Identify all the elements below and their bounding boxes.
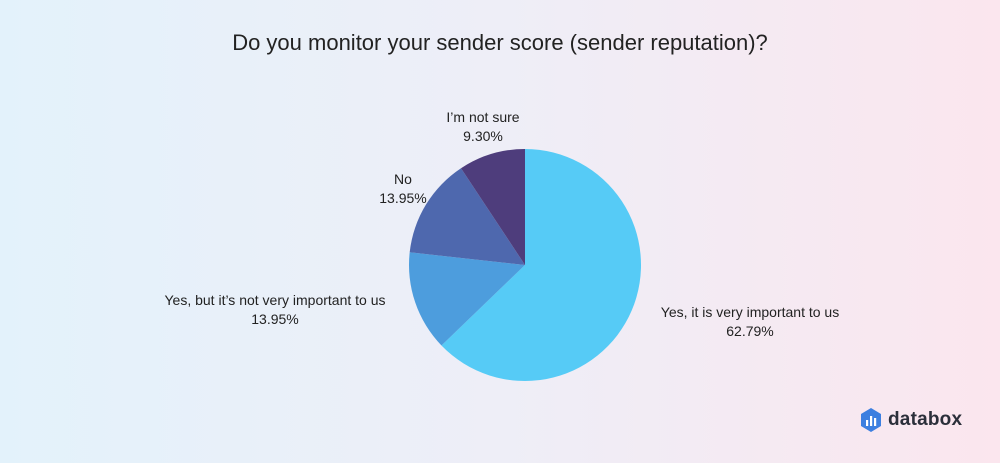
slice-value-label-1: 62.79% xyxy=(726,323,773,339)
chart-title: Do you monitor your sender score (sender… xyxy=(232,30,768,55)
slice-value-label-4: 9.30% xyxy=(463,128,503,144)
pie-slice-4 xyxy=(461,149,525,265)
slice-label-3: No xyxy=(394,171,412,187)
slice-value-label-3: 13.95% xyxy=(379,190,426,206)
slice-label-1: Yes, it is very important to us xyxy=(661,304,839,320)
pie-slice-3 xyxy=(409,168,525,265)
pie-slice-1 xyxy=(441,149,641,381)
slice-value-label-2: 13.95% xyxy=(251,311,298,327)
slice-label-2: Yes, but it’s not very important to us xyxy=(164,292,385,308)
slice-label-4: I’m not sure xyxy=(446,109,519,125)
pie-slice-2 xyxy=(409,252,525,346)
brand-name: databox xyxy=(888,409,963,430)
brand-logo: databox xyxy=(860,408,962,432)
databox-logo-icon xyxy=(861,408,881,432)
